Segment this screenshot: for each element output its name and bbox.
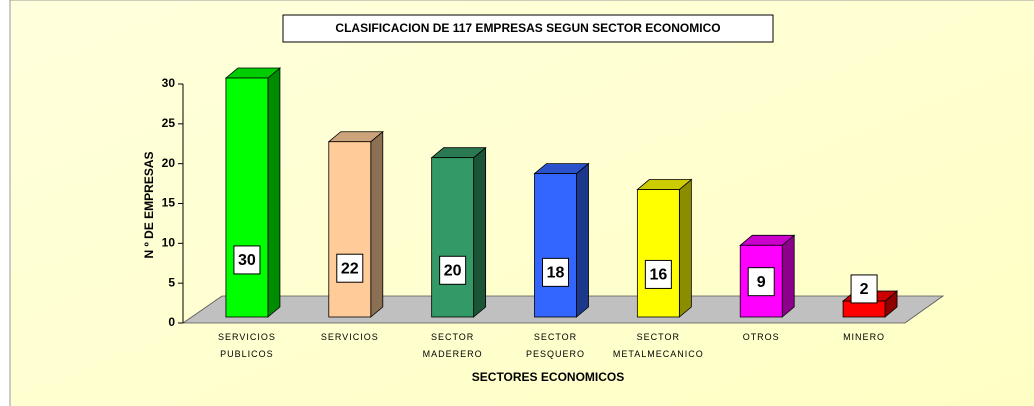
value-label: 22 [341, 260, 359, 277]
value-label: 2 [860, 281, 869, 298]
x-tick-label: SECTOR MADERERO [422, 332, 483, 359]
bar-front [431, 157, 475, 318]
value-label: 16 [649, 267, 667, 284]
bar-front [328, 141, 372, 318]
value-label-box [336, 253, 364, 283]
bar-front [636, 189, 680, 318]
bar [430, 146, 487, 318]
bar-side [267, 67, 281, 318]
bar [739, 234, 796, 318]
x-tick-label: OTROS [742, 332, 780, 342]
bar-side [370, 130, 384, 318]
bar [327, 130, 384, 318]
bar [636, 178, 693, 318]
x-tick-label: SECTOR PESQUERO [525, 332, 585, 359]
x-axis-label: SECTORES ECONOMICOS [472, 370, 624, 384]
x-tick-label: SERVICIOS [320, 332, 379, 342]
y-tick-label: 10 [162, 236, 176, 250]
title-box [282, 14, 774, 43]
x-tick-label: MINERO [843, 332, 886, 342]
x-tick-label: SERVICIOS PUBLICOS [217, 332, 276, 359]
value-label: 18 [547, 265, 565, 282]
chart-title: CLASIFICACION DE 117 EMPRESAS SEGUN SECT… [335, 21, 720, 35]
bar-front [842, 300, 886, 318]
bar-front [534, 173, 577, 318]
value-label-box [747, 267, 775, 297]
y-tick-label: 30 [162, 76, 176, 90]
y-tick-label: 5 [168, 275, 175, 289]
bar [533, 162, 590, 318]
y-axis-label: N º DE EMPRESAS [142, 151, 156, 258]
x-tick-label: SECTOR METALMECANICO [612, 332, 704, 359]
bar-side [781, 234, 795, 318]
y-tick-label: 20 [162, 156, 176, 170]
bar-front [225, 77, 269, 318]
value-label: 30 [238, 252, 256, 269]
value-label-box [644, 259, 672, 289]
y-tick-label: 15 [162, 196, 176, 210]
bar-side [678, 178, 692, 318]
value-label-box [850, 274, 878, 304]
bar-side [473, 146, 487, 318]
value-label-box [233, 245, 261, 275]
y-tick-label: 0 [168, 315, 175, 329]
value-label-box [439, 255, 467, 285]
value-label: 9 [757, 274, 766, 291]
bar [224, 67, 282, 318]
value-label-box [542, 257, 569, 287]
y-tick-label: 25 [162, 116, 176, 130]
value-label: 20 [444, 263, 462, 280]
bar-side [576, 162, 589, 318]
